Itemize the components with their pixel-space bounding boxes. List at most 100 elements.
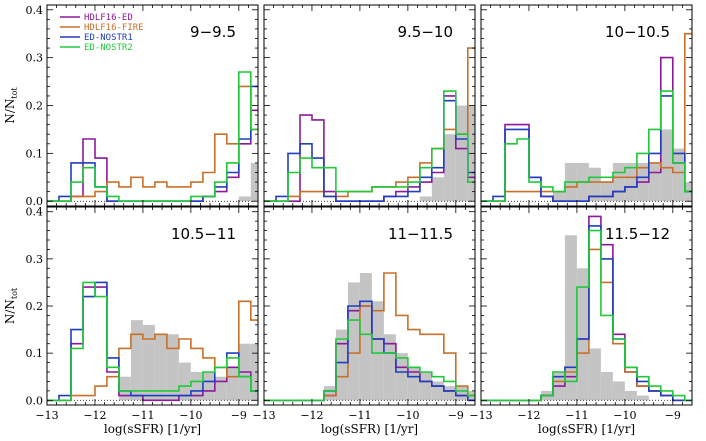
axis-titles: N/Ntot N/Ntot log(sSFR) [1/yr] log(sSFR) [1…: [3, 87, 635, 436]
reference-bar: [371, 301, 384, 401]
plot-area: [47, 71, 323, 202]
series-hdlf16-fire-line: [47, 85, 258, 202]
reference-bar: [419, 372, 432, 401]
reference-bar: [443, 386, 456, 401]
series-ed-nostr2-line: [481, 229, 692, 402]
reference-bar: [311, 187, 323, 201]
x-tick-label: −9: [665, 409, 681, 422]
x-tick-label: −10: [179, 409, 202, 422]
reference-bar: [130, 320, 143, 401]
reference-bar: [431, 381, 444, 401]
panel-mass-label: 11−11.5: [388, 225, 453, 243]
panel-2: 9.5−10: [263, 4, 476, 207]
y-axis-title: N/Ntot: [3, 287, 19, 324]
reference-bar: [178, 362, 191, 401]
x-tick-label: −10: [613, 409, 636, 422]
y-tick-label: 0.0: [26, 394, 44, 407]
y-tick-label: 0.4: [26, 4, 44, 17]
reference-bar: [455, 105, 468, 202]
y-tick-label: 0.3: [26, 52, 44, 65]
legend-label: ED-NOSTR2: [84, 43, 133, 53]
x-axis-title: log(sSFR) [1/yr]: [321, 422, 418, 436]
reference-bar: [407, 367, 420, 401]
y-tick-label: 0.4: [26, 206, 44, 219]
legend-label: HDLF16-ED: [84, 13, 133, 23]
series-ed-nostr2-line: [481, 90, 692, 202]
legend-label: ED-NOSTR1: [84, 33, 133, 43]
reference-bar: [347, 282, 360, 401]
reference-bar: [431, 177, 444, 202]
reference-bar: [323, 386, 336, 401]
reference-bar: [275, 82, 287, 202]
x-axis-title: log(sSFR) [1/yr]: [104, 422, 201, 436]
reference-bar: [263, 386, 275, 400]
series-hdlf16-fire-line: [264, 272, 475, 402]
reference-bar: [395, 353, 408, 401]
panel-mass-label: 10−10.5: [605, 23, 670, 41]
panel-mass-label: 10.5−11: [171, 225, 236, 243]
reference-bar: [624, 390, 637, 401]
reference-bar: [660, 129, 673, 202]
panel-mass-label: 11.5−12: [605, 225, 670, 243]
panel-5: −13 −12 −11 −10 −9 11−11.5: [252, 206, 476, 422]
reference-bar: [250, 343, 258, 401]
reference-bar: [383, 334, 396, 401]
panel-mass-label: 9−9.5: [190, 23, 236, 41]
reference-bar: [588, 167, 601, 202]
series-ed-nostr1-line: [264, 99, 475, 202]
x-tick-label: −13: [252, 409, 275, 422]
series-ed-nostr2-line: [264, 90, 475, 202]
series-hdlf16-ed-line: [47, 286, 258, 402]
x-tick-label: −13: [469, 409, 492, 422]
reference-bar: [564, 235, 577, 401]
plot-area: [481, 215, 692, 402]
x-tick-label: −11: [348, 409, 371, 422]
reference-bar: [600, 182, 613, 202]
reference-bar: [142, 324, 155, 401]
reference-bar: [214, 376, 227, 401]
panel-mass-label: 9.5−10: [397, 23, 453, 41]
reference-bar: [166, 334, 179, 401]
x-tick-label: −11: [565, 409, 588, 422]
series-hdlf16-fire-line: [47, 300, 258, 402]
series-ed-nostr1-line: [47, 281, 258, 402]
reference-bar: [600, 372, 613, 401]
panel-6: −13 −12 −11 −10 −9 11.5−12: [469, 206, 693, 422]
plot-area: [264, 47, 475, 202]
y-tick-label: 0.2: [26, 300, 44, 313]
y-tick-label: 0.1: [26, 347, 44, 360]
x-tick-label: −11: [131, 409, 154, 422]
reference-bar: [612, 162, 625, 202]
reference-bar: [118, 376, 131, 401]
x-tick-label: −12: [83, 409, 106, 422]
legend-label: HDLF16-FIRE: [84, 23, 144, 33]
y-tick-label: 0.0: [26, 195, 44, 208]
panel-3: 10−10.5: [480, 4, 706, 207]
y-tick-label: 0.3: [26, 253, 44, 266]
plot-area: [47, 281, 275, 402]
panel-1: 0.0 0.1 0.2 0.3 0.4 9−9.5: [26, 4, 323, 208]
panel-4: 0.0 0.1 0.2 0.3 0.4 −13 −12 −11 −10 −9 10.5−11: [26, 206, 275, 422]
series-ed-nostr2-line: [47, 281, 258, 402]
reference-bar: [263, 129, 275, 201]
reference-bar: [250, 162, 258, 202]
series-hdlf16-ed-line: [47, 109, 258, 202]
y-axis-title: N/Ntot: [3, 87, 19, 124]
series-ed-nostr2-line: [47, 71, 258, 202]
reference-bar: [672, 148, 685, 202]
x-tick-label: −10: [396, 409, 419, 422]
x-tick-label: −12: [300, 409, 323, 422]
plot-area: [481, 32, 706, 202]
reference-bar: [443, 134, 456, 202]
reference-bar: [624, 162, 637, 202]
plot-area: [264, 272, 475, 402]
x-tick-label: −9: [231, 409, 247, 422]
reference-bar: [359, 273, 372, 401]
reference-bar: [648, 162, 661, 202]
x-tick-label: −12: [517, 409, 540, 422]
reference-bar: [697, 196, 706, 201]
reference-bar: [190, 372, 203, 401]
reference-bar: [588, 348, 601, 401]
